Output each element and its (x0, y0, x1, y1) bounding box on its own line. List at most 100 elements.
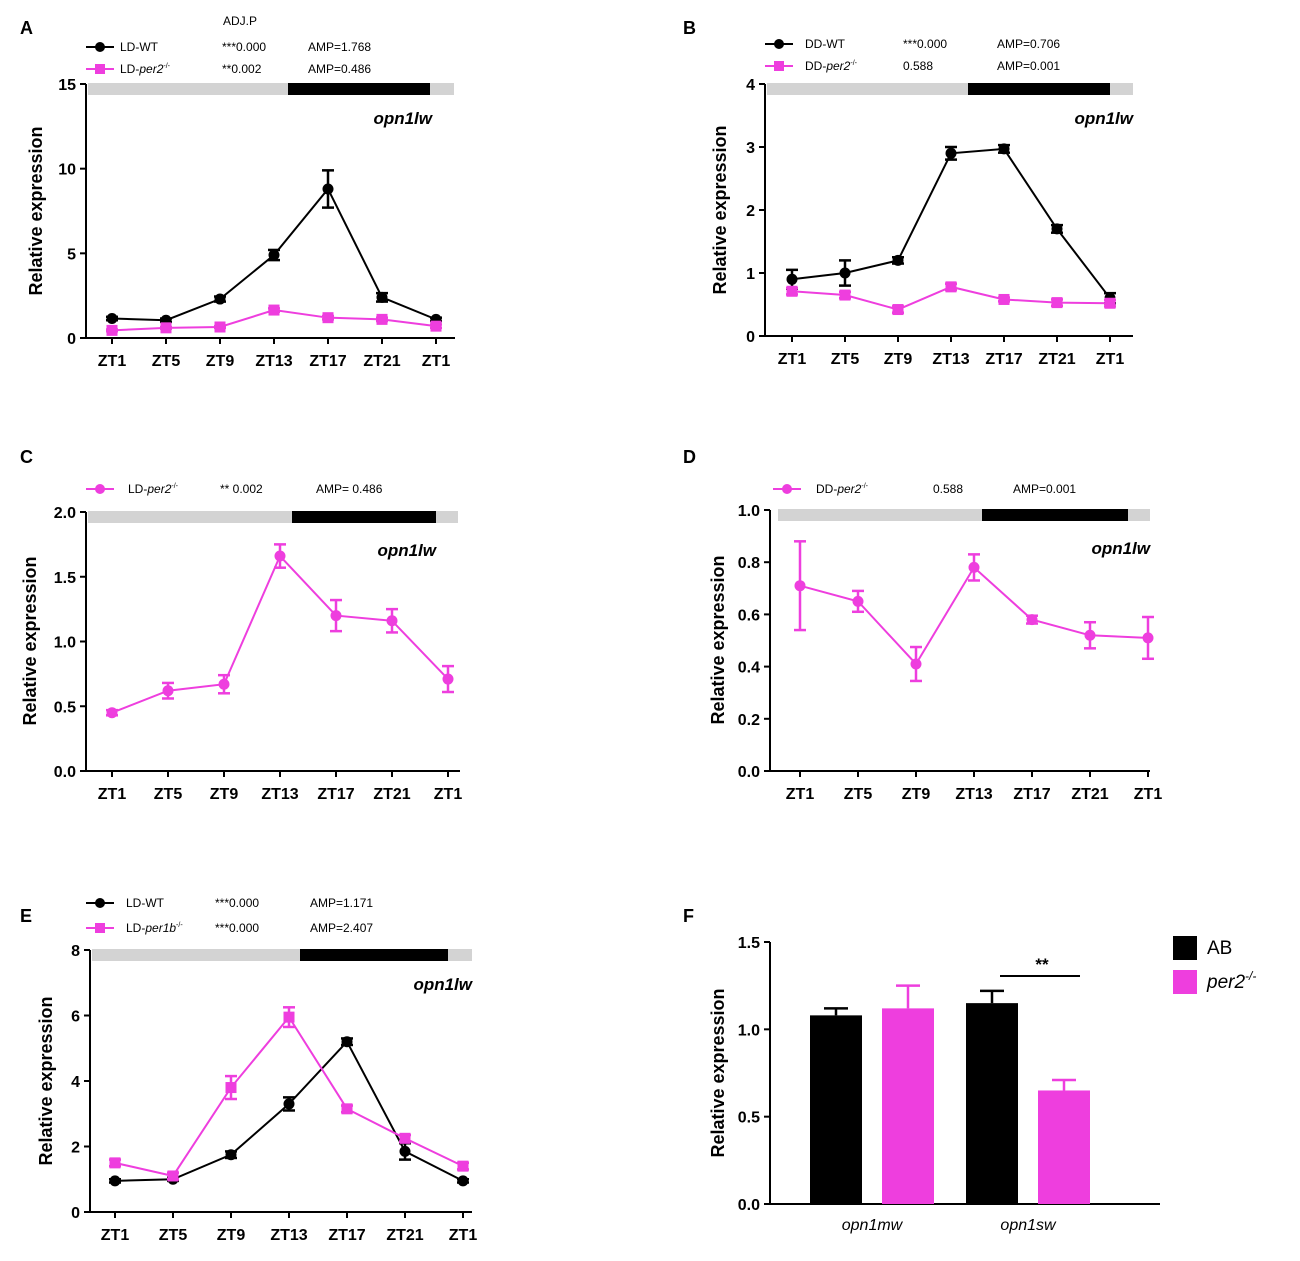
legend-name: per2-/- (1206, 969, 1256, 993)
data-point (786, 273, 798, 285)
x-tick-label: ZT5 (159, 1227, 188, 1244)
x-tick-label: ZT1 (1134, 786, 1163, 803)
data-point (218, 678, 230, 690)
y-tick-label: 1 (746, 266, 755, 283)
data-point (225, 1082, 237, 1094)
y-tick-label: 0.0 (738, 1197, 760, 1214)
data-point (1084, 629, 1096, 641)
data-point (322, 183, 334, 195)
panel-label: D (683, 447, 696, 467)
data-point (968, 561, 980, 573)
x-tick-label: ZT9 (210, 786, 239, 803)
x-tick-label: ZT13 (261, 786, 298, 803)
legend-amp: AMP=0.706 (997, 37, 1060, 51)
data-point (106, 313, 118, 325)
x-category-label: opn1sw (1000, 1217, 1057, 1234)
x-tick-label: ZT1 (98, 786, 127, 803)
legend-amp: AMP=0.001 (997, 59, 1060, 73)
y-axis-label: Relative expression (36, 996, 56, 1165)
series-dd-wt: DD-WT ***0.000 AMP=0.706 (765, 37, 1116, 305)
y-tick-label: 2.0 (54, 505, 76, 522)
dark-phase-bar (982, 509, 1128, 521)
data-point (274, 550, 286, 562)
legend-marker (95, 64, 105, 74)
legend-name: LD-per1b-/- (126, 921, 183, 935)
legend-amp: AMP=1.171 (310, 896, 373, 910)
bar-opn1sw-0 (966, 1003, 1018, 1204)
legend-name: LD-WT (120, 40, 159, 54)
legend-marker (95, 898, 105, 908)
y-tick-label: 0 (746, 329, 755, 346)
data-point (376, 313, 388, 325)
y-tick-label: 2 (746, 203, 755, 220)
data-point (1051, 297, 1063, 309)
data-point (106, 324, 118, 336)
data-point (322, 312, 334, 324)
data-point (399, 1132, 411, 1144)
series-ld-wt: LD-WT ***0.000 AMP=1.768 (86, 40, 442, 326)
legend-adjp: ***0.000 (903, 37, 947, 51)
legend-amp: AMP=2.407 (310, 921, 373, 935)
text-span: DD-WT (805, 37, 846, 51)
y-tick-label: 0 (67, 331, 76, 348)
gene-label: opn1lw (373, 109, 433, 128)
x-tick-label: ZT17 (328, 1227, 365, 1244)
y-tick-label: 2 (71, 1140, 80, 1157)
data-point (1104, 297, 1116, 309)
panel-label: C (20, 447, 33, 467)
y-tick-label: 0.8 (738, 555, 760, 572)
data-point (167, 1170, 179, 1182)
x-tick-label: ZT1 (449, 1227, 478, 1244)
text-span: DD- (816, 482, 837, 496)
text-span: per2 (138, 62, 163, 76)
y-tick-label: 1.0 (738, 1022, 760, 1039)
data-point (214, 293, 226, 305)
series-line (791, 147, 1111, 299)
x-tick-label: ZT1 (1096, 351, 1125, 368)
legend-name: DD-WT (805, 37, 846, 51)
data-point (892, 254, 904, 266)
x-tick-label: ZT9 (206, 353, 235, 370)
text-span: LD-WT (120, 40, 159, 54)
data-point (268, 249, 280, 261)
legend-marker (95, 484, 105, 494)
y-tick-label: 10 (58, 162, 76, 179)
data-point (283, 1011, 295, 1023)
bar-opn1sw-1 (1038, 1090, 1090, 1204)
x-tick-label: ZT21 (363, 353, 400, 370)
text-span: LD- (126, 921, 145, 935)
text-span: -/- (176, 922, 183, 929)
data-point (106, 707, 118, 719)
y-tick-label: 0.5 (54, 699, 76, 716)
dark-phase-bar (968, 83, 1110, 95)
legend-swatch (1173, 936, 1197, 960)
gene-label: opn1lw (413, 975, 473, 994)
dark-phase-bar (292, 511, 436, 523)
x-tick-label: ZT1 (101, 1227, 130, 1244)
x-tick-label: ZT13 (255, 353, 292, 370)
y-tick-label: 4 (71, 1074, 80, 1091)
bar-opn1mw-0 (810, 1015, 862, 1204)
x-tick-label: ZT1 (98, 353, 127, 370)
legend-amp: AMP=0.486 (308, 62, 371, 76)
data-point (330, 610, 342, 622)
y-tick-label: 4 (746, 77, 755, 94)
legend-header: ADJ.P (223, 14, 257, 28)
text-span: -/- (163, 63, 170, 70)
y-tick-label: 1.5 (738, 935, 760, 952)
legend-name: DD-per2-/- (816, 482, 869, 496)
text-span: -/- (850, 60, 857, 67)
text-span: per1b (144, 921, 176, 935)
legend-adjp: 0.588 (933, 482, 963, 496)
text-span: LD- (128, 482, 147, 496)
series-per2: DD-per2-/- 0.588 AMP=0.001 (773, 482, 1154, 683)
x-tick-label: ZT21 (373, 786, 410, 803)
x-tick-label: ZT21 (1038, 351, 1075, 368)
gene-label: opn1lw (1074, 109, 1134, 128)
data-point (341, 1103, 353, 1115)
data-point (786, 285, 798, 297)
legend-marker (95, 923, 105, 933)
data-point (214, 321, 226, 333)
y-tick-label: 1.0 (738, 503, 760, 520)
y-tick-label: 1.5 (54, 570, 76, 587)
